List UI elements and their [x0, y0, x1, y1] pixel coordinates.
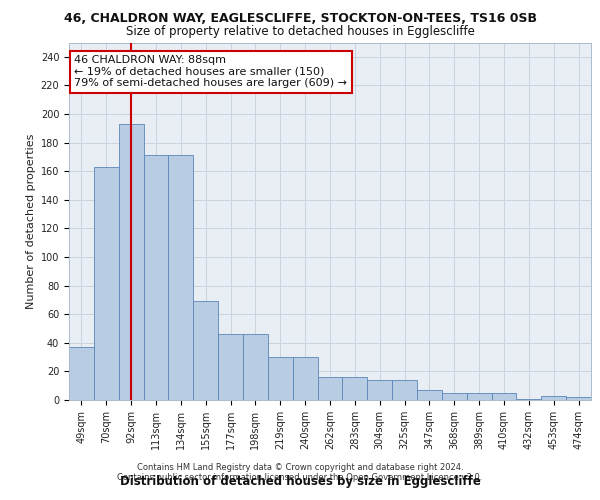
Text: Contains HM Land Registry data © Crown copyright and database right 2024.
Contai: Contains HM Land Registry data © Crown c… — [118, 462, 482, 482]
Bar — [169, 156, 193, 400]
Bar — [566, 397, 591, 400]
Bar — [193, 302, 218, 400]
Bar — [268, 357, 293, 400]
Bar — [293, 357, 317, 400]
Bar — [491, 393, 517, 400]
Bar — [367, 380, 392, 400]
Bar — [392, 380, 417, 400]
Text: Size of property relative to detached houses in Egglescliffe: Size of property relative to detached ho… — [125, 25, 475, 38]
Bar — [467, 393, 491, 400]
Text: 46, CHALDRON WAY, EAGLESCLIFFE, STOCKTON-ON-TEES, TS16 0SB: 46, CHALDRON WAY, EAGLESCLIFFE, STOCKTON… — [64, 12, 536, 26]
Bar — [143, 156, 169, 400]
Bar — [94, 167, 119, 400]
Bar — [317, 377, 343, 400]
Bar — [218, 334, 243, 400]
Bar — [119, 124, 143, 400]
Bar — [243, 334, 268, 400]
Bar — [541, 396, 566, 400]
Bar — [343, 377, 367, 400]
Text: Distribution of detached houses by size in Egglescliffe: Distribution of detached houses by size … — [119, 474, 481, 488]
Bar — [417, 390, 442, 400]
Text: 46 CHALDRON WAY: 88sqm
← 19% of detached houses are smaller (150)
79% of semi-de: 46 CHALDRON WAY: 88sqm ← 19% of detached… — [74, 55, 347, 88]
Bar — [517, 398, 541, 400]
Bar — [442, 393, 467, 400]
Y-axis label: Number of detached properties: Number of detached properties — [26, 134, 37, 309]
Bar — [69, 347, 94, 400]
